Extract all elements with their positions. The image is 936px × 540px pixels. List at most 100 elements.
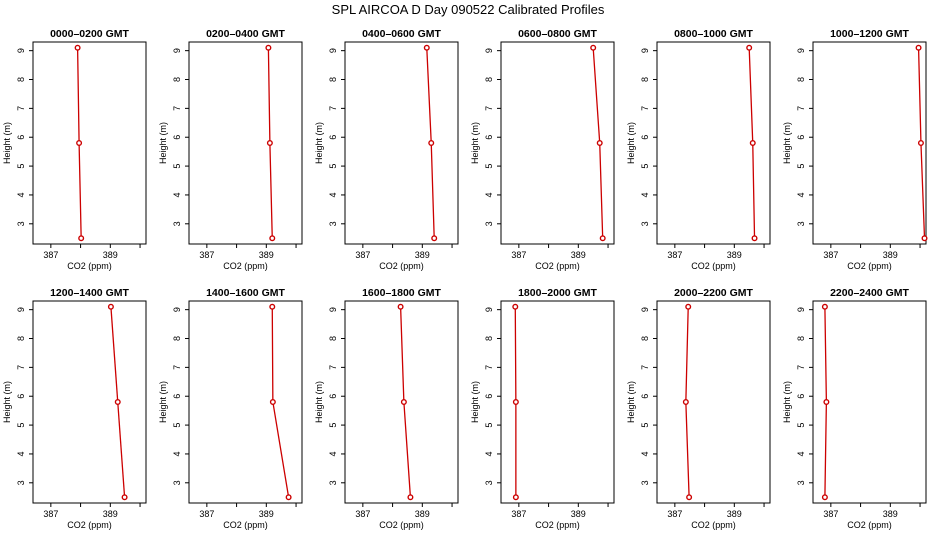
y-axis-label: Height (m) bbox=[2, 122, 12, 164]
y-tick-label: 5 bbox=[484, 423, 494, 428]
y-tick-label: 5 bbox=[796, 423, 806, 428]
y-tick-label: 9 bbox=[16, 48, 26, 53]
y-tick-label: 4 bbox=[172, 451, 182, 456]
y-axis-label: Height (m) bbox=[626, 381, 636, 423]
x-tick-label: 387 bbox=[355, 509, 370, 519]
x-tick-label: 389 bbox=[727, 509, 742, 519]
data-point bbox=[269, 303, 276, 310]
y-axis-label: Height (m) bbox=[626, 122, 636, 164]
y-tick-label: 4 bbox=[16, 451, 26, 456]
data-point bbox=[78, 235, 85, 242]
data-point bbox=[265, 44, 272, 51]
x-tick-label: 387 bbox=[43, 250, 58, 260]
x-axis-label: CO2 (ppm) bbox=[691, 520, 736, 530]
y-tick-label: 7 bbox=[16, 106, 26, 111]
y-tick-label: 9 bbox=[484, 48, 494, 53]
y-tick-label: 9 bbox=[484, 307, 494, 312]
y-tick-label: 9 bbox=[328, 307, 338, 312]
data-point bbox=[512, 399, 519, 406]
y-tick-label: 3 bbox=[328, 221, 338, 226]
data-point bbox=[921, 235, 928, 242]
x-axis-label: CO2 (ppm) bbox=[67, 261, 112, 271]
y-tick-label: 9 bbox=[16, 307, 26, 312]
data-point bbox=[423, 44, 430, 51]
data-point bbox=[682, 399, 689, 406]
plot-frame bbox=[188, 300, 303, 504]
y-tick-label: 4 bbox=[796, 451, 806, 456]
y-tick-label: 7 bbox=[484, 106, 494, 111]
x-axis-label: CO2 (ppm) bbox=[223, 520, 268, 530]
y-tick-label: 7 bbox=[16, 365, 26, 370]
y-tick-label: 9 bbox=[640, 48, 650, 53]
x-tick-label: 387 bbox=[43, 509, 58, 519]
y-tick-label: 8 bbox=[484, 77, 494, 82]
y-tick-label: 7 bbox=[172, 106, 182, 111]
y-tick-label: 5 bbox=[172, 423, 182, 428]
y-tick-label: 4 bbox=[640, 451, 650, 456]
x-axis-label: CO2 (ppm) bbox=[223, 261, 268, 271]
plot-frame bbox=[500, 300, 615, 504]
data-point bbox=[431, 235, 438, 242]
data-point bbox=[74, 44, 81, 51]
y-tick-label: 4 bbox=[796, 192, 806, 197]
data-point bbox=[512, 494, 519, 501]
panel-6: 1000–1200 GMT 387 389 3 4 5 6 7 8 9 CO2 (ppm) Heigh… bbox=[782, 28, 928, 271]
y-tick-label: 8 bbox=[328, 336, 338, 341]
y-tick-label: 4 bbox=[16, 192, 26, 197]
plot-frame bbox=[344, 300, 459, 504]
x-tick-label: 389 bbox=[103, 250, 118, 260]
y-tick-label: 5 bbox=[484, 164, 494, 169]
x-axis-label: CO2 (ppm) bbox=[847, 520, 892, 530]
y-tick-label: 7 bbox=[796, 365, 806, 370]
data-point bbox=[749, 139, 756, 146]
y-tick-label: 6 bbox=[16, 394, 26, 399]
x-axis-label: CO2 (ppm) bbox=[379, 261, 424, 271]
panel-7: 1200–1400 GMT 387 389 3 4 5 6 7 8 9 CO2 (ppm) Heigh… bbox=[2, 287, 147, 530]
chart-title: SPL AIRCOA D Day 090522 Calibrated Profi… bbox=[332, 2, 605, 17]
data-point bbox=[400, 399, 407, 406]
x-tick-label: 387 bbox=[667, 509, 682, 519]
plot-frame bbox=[656, 41, 771, 245]
x-tick-label: 387 bbox=[667, 250, 682, 260]
y-tick-label: 8 bbox=[172, 77, 182, 82]
y-tick-label: 6 bbox=[172, 394, 182, 399]
x-tick-label: 387 bbox=[823, 509, 838, 519]
y-tick-label: 5 bbox=[172, 164, 182, 169]
plot-frame bbox=[188, 41, 303, 245]
x-axis-label: CO2 (ppm) bbox=[535, 261, 580, 271]
data-point bbox=[821, 303, 828, 310]
y-tick-label: 5 bbox=[328, 423, 338, 428]
data-point bbox=[821, 494, 828, 501]
y-tick-label: 6 bbox=[640, 135, 650, 140]
x-tick-label: 389 bbox=[571, 509, 586, 519]
data-point bbox=[397, 303, 404, 310]
y-tick-label: 7 bbox=[640, 106, 650, 111]
y-tick-label: 7 bbox=[172, 365, 182, 370]
data-point bbox=[407, 494, 414, 501]
data-point bbox=[269, 399, 276, 406]
x-tick-label: 389 bbox=[727, 250, 742, 260]
y-tick-label: 6 bbox=[796, 394, 806, 399]
panel-12: 2200–2400 GMT 387 389 3 4 5 6 7 8 9 CO2 (ppm) Heigh… bbox=[782, 287, 927, 530]
data-point bbox=[76, 139, 83, 146]
panel-title: 2200–2400 GMT bbox=[830, 287, 909, 299]
y-axis-label: Height (m) bbox=[782, 122, 792, 164]
x-tick-label: 387 bbox=[511, 250, 526, 260]
y-axis-label: Height (m) bbox=[782, 381, 792, 423]
y-tick-label: 5 bbox=[328, 164, 338, 169]
x-axis-label: CO2 (ppm) bbox=[691, 261, 736, 271]
y-axis-label: Height (m) bbox=[470, 381, 480, 423]
panel-title: 0000–0200 GMT bbox=[50, 28, 129, 40]
plot-frame bbox=[32, 300, 147, 504]
y-tick-label: 9 bbox=[172, 307, 182, 312]
plot-frame bbox=[500, 41, 615, 245]
data-point bbox=[599, 235, 606, 242]
data-point bbox=[590, 44, 597, 51]
y-tick-label: 5 bbox=[640, 423, 650, 428]
panel-title: 0800–1000 GMT bbox=[674, 28, 753, 40]
y-tick-label: 9 bbox=[172, 48, 182, 53]
y-axis-label: Height (m) bbox=[314, 122, 324, 164]
y-tick-label: 3 bbox=[484, 480, 494, 485]
y-tick-label: 5 bbox=[796, 164, 806, 169]
y-tick-label: 6 bbox=[484, 135, 494, 140]
